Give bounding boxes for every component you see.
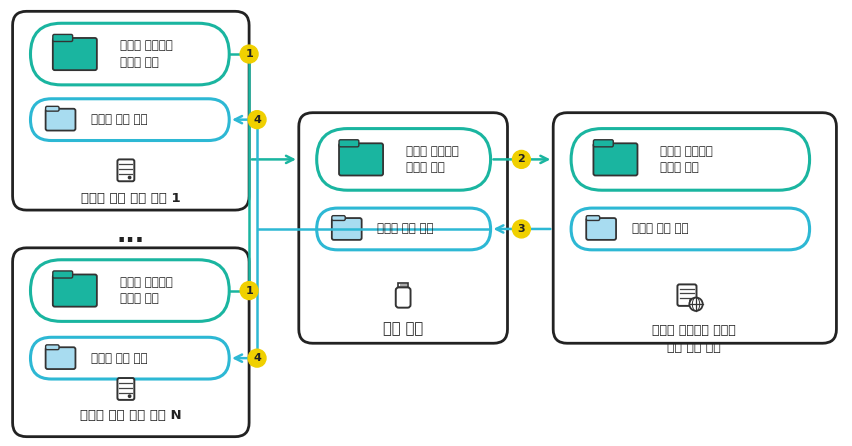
FancyBboxPatch shape xyxy=(118,378,135,400)
Text: 격리된 중앙 관리 서버 N: 격리된 중앙 관리 서버 N xyxy=(80,409,181,422)
FancyBboxPatch shape xyxy=(339,140,359,147)
FancyBboxPatch shape xyxy=(46,106,59,111)
FancyBboxPatch shape xyxy=(594,143,637,175)
Text: 인터넷 액세스가 가능한
중앙 관리 서버: 인터넷 액세스가 가능한 중앙 관리 서버 xyxy=(653,324,736,355)
Text: 1: 1 xyxy=(245,285,253,296)
Circle shape xyxy=(689,297,703,311)
Text: 4: 4 xyxy=(253,353,261,363)
FancyBboxPatch shape xyxy=(53,34,72,41)
FancyBboxPatch shape xyxy=(586,218,616,240)
Text: 3: 3 xyxy=(517,224,525,234)
Circle shape xyxy=(129,176,131,179)
FancyBboxPatch shape xyxy=(331,216,345,220)
FancyBboxPatch shape xyxy=(13,248,249,437)
Text: 패치가 있는 폴더: 패치가 있는 폴더 xyxy=(631,223,688,235)
Text: 패치가 있는 폴더: 패치가 있는 폴더 xyxy=(91,351,147,365)
FancyBboxPatch shape xyxy=(594,140,613,147)
FancyBboxPatch shape xyxy=(571,128,809,190)
FancyBboxPatch shape xyxy=(31,99,229,140)
FancyBboxPatch shape xyxy=(13,11,249,210)
FancyBboxPatch shape xyxy=(53,271,72,278)
Text: 패치가 있는 폴더: 패치가 있는 폴더 xyxy=(377,223,434,235)
FancyBboxPatch shape xyxy=(331,218,361,240)
Text: ...: ... xyxy=(117,223,145,247)
Text: 필요한 업데이트
목록의 폴더: 필요한 업데이트 목록의 폴더 xyxy=(406,145,458,174)
Circle shape xyxy=(512,150,530,168)
FancyBboxPatch shape xyxy=(53,274,97,307)
Text: 필요한 업데이트
목록의 폴더: 필요한 업데이트 목록의 폴더 xyxy=(120,276,173,306)
Text: 2: 2 xyxy=(517,154,526,165)
Text: 4: 4 xyxy=(253,115,261,124)
Text: 격리된 중앙 관리 서버 1: 격리된 중앙 관리 서버 1 xyxy=(81,192,181,205)
Text: 외부 기기: 외부 기기 xyxy=(383,322,423,336)
Circle shape xyxy=(690,299,693,302)
Text: 필요한 업데이트
목록의 폴더: 필요한 업데이트 목록의 폴더 xyxy=(120,39,173,69)
Circle shape xyxy=(248,349,266,367)
Text: 1: 1 xyxy=(245,49,253,59)
FancyBboxPatch shape xyxy=(317,128,491,190)
Bar xyxy=(400,284,406,286)
FancyBboxPatch shape xyxy=(31,23,229,85)
FancyBboxPatch shape xyxy=(586,216,600,220)
FancyBboxPatch shape xyxy=(118,159,135,181)
Circle shape xyxy=(240,281,258,300)
FancyBboxPatch shape xyxy=(317,208,491,250)
FancyBboxPatch shape xyxy=(571,208,809,250)
Circle shape xyxy=(512,220,530,238)
Text: 필요한 업데이트
목록의 폴더: 필요한 업데이트 목록의 폴더 xyxy=(660,145,713,174)
Circle shape xyxy=(240,45,258,63)
FancyBboxPatch shape xyxy=(395,287,411,308)
Circle shape xyxy=(248,111,266,128)
Text: 패치가 있는 폴더: 패치가 있는 폴더 xyxy=(91,113,147,126)
FancyBboxPatch shape xyxy=(299,113,508,343)
Bar xyxy=(399,283,408,287)
FancyBboxPatch shape xyxy=(46,345,59,350)
FancyBboxPatch shape xyxy=(31,337,229,379)
Circle shape xyxy=(129,395,131,397)
FancyBboxPatch shape xyxy=(31,260,229,322)
FancyBboxPatch shape xyxy=(339,143,383,175)
FancyBboxPatch shape xyxy=(46,347,76,369)
FancyBboxPatch shape xyxy=(46,109,76,131)
FancyBboxPatch shape xyxy=(53,38,97,70)
FancyBboxPatch shape xyxy=(553,113,837,343)
FancyBboxPatch shape xyxy=(677,285,696,306)
